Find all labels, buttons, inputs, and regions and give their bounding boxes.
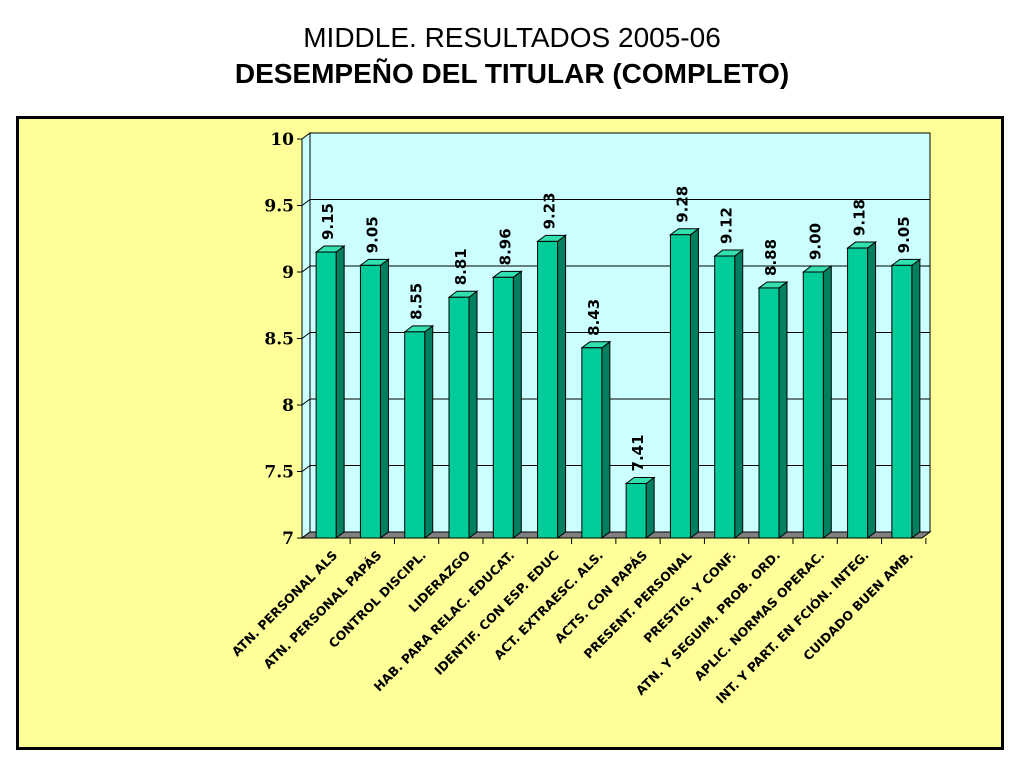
data-label: 8.43	[585, 299, 603, 336]
bar	[891, 264, 913, 539]
bar-side	[645, 476, 655, 539]
bar-side	[911, 258, 921, 539]
bar	[714, 255, 736, 539]
gridline-side	[301, 265, 311, 273]
gridline-side	[301, 398, 311, 406]
bar-side	[734, 249, 744, 539]
y-tick-label: 9	[282, 263, 294, 283]
data-label: 9.12	[718, 207, 736, 244]
gridline-side	[301, 199, 311, 206]
y-tick-label: 8.5	[264, 330, 294, 350]
data-label: 9.05	[363, 216, 381, 253]
bar	[802, 271, 824, 539]
bar	[315, 251, 337, 539]
data-label: 8.81	[452, 248, 470, 285]
bar	[448, 296, 470, 539]
bar	[758, 287, 780, 539]
bar	[581, 347, 603, 539]
bar	[669, 234, 691, 539]
bar-side	[601, 340, 611, 539]
chart-title-line1: MIDDLE. RESULTADOS 2005-06	[303, 22, 721, 53]
bar	[625, 482, 647, 539]
bar	[359, 264, 381, 539]
data-label: 9.23	[541, 192, 559, 229]
gridline-side	[301, 332, 311, 339]
data-label: 8.88	[762, 239, 780, 276]
bar	[492, 276, 514, 539]
bar-side	[557, 234, 567, 539]
y-tick-label: 9.5	[264, 197, 294, 217]
y-tick-label: 8	[282, 396, 294, 416]
data-label: 8.55	[408, 283, 426, 320]
bar-side	[778, 280, 788, 539]
chart-title-line2: DESEMPEÑO DEL TITULAR (COMPLETO)	[234, 58, 790, 89]
plot-floor	[300, 531, 932, 539]
y-tick-label: 7	[282, 529, 294, 549]
y-tick-label: 10	[270, 130, 294, 150]
bar-side	[379, 258, 389, 539]
bar-side	[689, 227, 699, 539]
data-label: 8.96	[496, 228, 514, 265]
data-label: 7.41	[629, 434, 647, 471]
bar	[404, 331, 426, 539]
bar-side	[468, 290, 478, 539]
bar-side	[867, 241, 877, 539]
bar-side	[822, 265, 832, 539]
bar	[537, 240, 559, 539]
data-label: 9.18	[851, 199, 869, 236]
data-label: 9.15	[319, 203, 337, 240]
data-label: 9.05	[895, 216, 913, 253]
y-tick-label: 7.5	[264, 463, 294, 483]
bar-side	[335, 245, 345, 539]
data-label: 9.28	[673, 186, 691, 223]
bar	[847, 247, 869, 539]
gridline-side	[301, 465, 311, 472]
data-label: 9.00	[806, 223, 824, 260]
bar-side	[424, 324, 434, 539]
bar-side	[512, 270, 522, 539]
